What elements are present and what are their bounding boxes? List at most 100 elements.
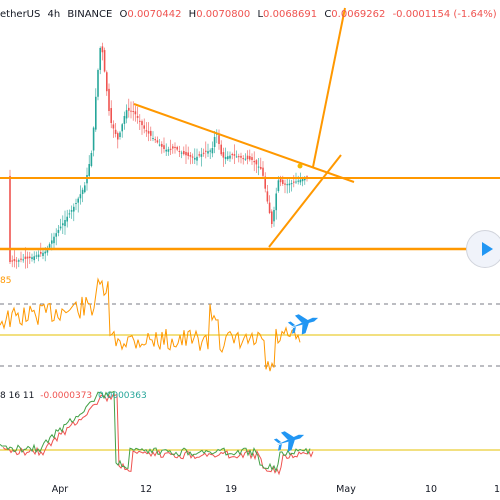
macd-signal-line bbox=[2, 393, 314, 476]
candle-body bbox=[51, 240, 53, 244]
macd-params[interactable]: 8 16 11 bbox=[0, 391, 35, 401]
candle-body bbox=[178, 150, 181, 152]
candle-body bbox=[22, 259, 24, 261]
symbol-name[interactable]: etherUS bbox=[0, 9, 41, 20]
candle-body bbox=[134, 111, 137, 115]
candle-body bbox=[257, 166, 260, 168]
candlestick-series bbox=[9, 42, 308, 269]
candle-body bbox=[189, 155, 192, 157]
candle-body bbox=[224, 156, 227, 160]
candle-body bbox=[119, 132, 121, 137]
candle-body bbox=[33, 256, 35, 261]
x-tick-label: Apr bbox=[51, 484, 69, 495]
airplane-icon bbox=[287, 314, 319, 335]
candle-body bbox=[218, 135, 220, 144]
scroll-to-realtime-button[interactable] bbox=[466, 230, 500, 268]
macd-line bbox=[0, 390, 311, 473]
candle-body bbox=[176, 146, 178, 150]
candle-body bbox=[84, 185, 86, 193]
candle-body bbox=[207, 151, 209, 154]
open-value: 0.0070442 bbox=[127, 9, 182, 20]
interval-label[interactable]: 4h bbox=[47, 9, 61, 20]
candle-body bbox=[90, 153, 93, 166]
candle-body bbox=[152, 138, 154, 139]
close-value: 0.0069262 bbox=[331, 9, 386, 20]
candle-body bbox=[264, 176, 266, 189]
ascending-trendline[interactable] bbox=[268, 154, 342, 248]
candle-body bbox=[88, 164, 90, 176]
candle-body bbox=[185, 151, 187, 156]
candle-body bbox=[306, 176, 308, 178]
candle-body bbox=[81, 189, 84, 195]
candle-body bbox=[161, 143, 163, 147]
candle-body bbox=[123, 116, 126, 124]
change-value: -0.0001154 (-1.64%) bbox=[392, 9, 497, 20]
candle-body bbox=[9, 175, 11, 262]
macd-value-red: -0.0000373 bbox=[40, 391, 93, 401]
candle-body bbox=[13, 259, 16, 262]
candle-body bbox=[268, 202, 271, 213]
candle-body bbox=[40, 252, 42, 254]
candle-body bbox=[86, 175, 88, 184]
candle-body bbox=[143, 125, 145, 129]
x-tick-label: May bbox=[336, 484, 356, 495]
candle-body bbox=[53, 236, 55, 244]
x-tick-label: 17 bbox=[493, 484, 500, 495]
candle-body bbox=[253, 161, 255, 163]
candle-body bbox=[24, 256, 27, 259]
rsi-value-label: 85 bbox=[0, 276, 12, 286]
candle-body bbox=[15, 260, 18, 262]
play-icon bbox=[482, 242, 493, 256]
candle-body bbox=[92, 127, 95, 151]
candle-body bbox=[231, 154, 233, 156]
candle-body bbox=[147, 131, 150, 134]
candle-body bbox=[70, 210, 73, 212]
candle-body bbox=[141, 121, 143, 126]
candle-body bbox=[110, 108, 112, 123]
candle-body bbox=[293, 181, 295, 183]
candle-body bbox=[301, 178, 304, 182]
candle-body bbox=[125, 110, 128, 119]
candle-body bbox=[48, 244, 51, 248]
candle-body bbox=[260, 167, 262, 169]
candle-body bbox=[235, 156, 238, 158]
exchange-label: BINANCE bbox=[67, 9, 113, 20]
symbol-header: etherUS 4h BINANCE O0.0070442 H0.0070800… bbox=[0, 7, 500, 23]
x-tick-label: 12 bbox=[139, 484, 153, 495]
candle-body bbox=[29, 256, 31, 259]
x-tick-label: 19 bbox=[224, 484, 238, 495]
candle-body bbox=[130, 110, 132, 112]
candle-body bbox=[240, 155, 242, 158]
candle-body bbox=[196, 156, 198, 161]
candle-body bbox=[136, 116, 139, 118]
macd-value-green: 0.0000363 bbox=[98, 391, 147, 401]
rsi-line bbox=[0, 277, 301, 372]
descending-trendline[interactable] bbox=[133, 103, 355, 183]
candle-body bbox=[198, 154, 200, 156]
candle-body bbox=[255, 160, 258, 165]
candle-body bbox=[132, 111, 134, 113]
candle-body bbox=[68, 213, 71, 215]
candle-body bbox=[55, 233, 57, 237]
candle-body bbox=[202, 152, 205, 154]
candle-body bbox=[108, 88, 110, 111]
candle-body bbox=[233, 154, 236, 156]
candle-body bbox=[167, 149, 170, 152]
candle-body bbox=[286, 184, 288, 186]
candle-body bbox=[187, 152, 189, 156]
candle-body bbox=[139, 120, 141, 122]
candle-body bbox=[150, 130, 152, 136]
candle-body bbox=[194, 157, 196, 160]
candle-body bbox=[297, 180, 299, 182]
candle-body bbox=[20, 258, 22, 260]
candle-body bbox=[273, 210, 275, 222]
candle-body bbox=[222, 152, 225, 158]
candle-body bbox=[62, 223, 64, 226]
low-key: L bbox=[257, 9, 264, 20]
airplane-icon bbox=[273, 431, 305, 452]
candle-body bbox=[271, 211, 273, 224]
candle-body bbox=[205, 150, 207, 152]
breakout-target-line[interactable] bbox=[312, 7, 346, 168]
